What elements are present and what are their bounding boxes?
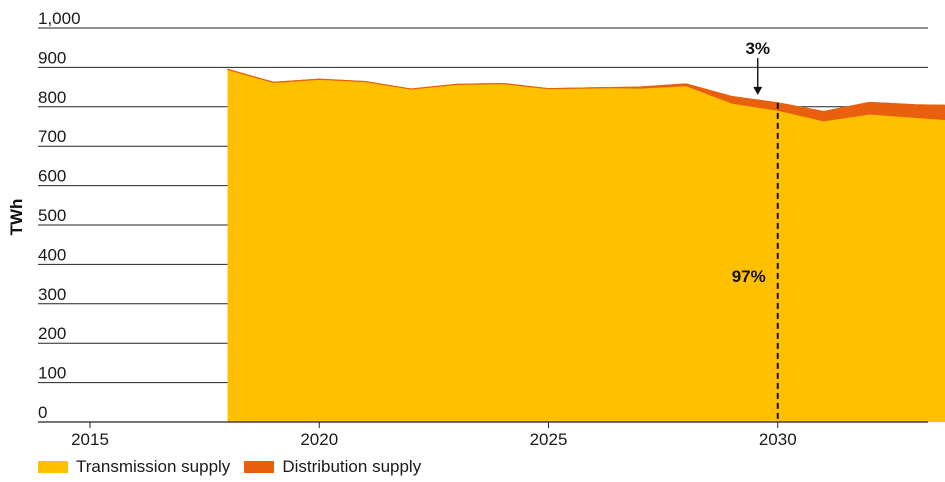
legend-item-transmission: Transmission supply — [38, 457, 230, 477]
y-tick-label-0: 0 — [38, 403, 47, 422]
y-tick-label-700: 700 — [38, 127, 66, 146]
area-transmission-supply — [227, 69, 945, 422]
axes: 0 100 200 300 400 500 600 700 800 900 1,000 2015 202… — [38, 9, 928, 449]
y-tick-label-500: 500 — [38, 206, 66, 225]
y-axis-label: TWh — [7, 199, 26, 236]
area-top-edge — [227, 68, 945, 113]
legend-swatch-transmission — [38, 461, 68, 473]
y-tick-label-900: 900 — [38, 48, 66, 67]
legend-label-transmission: Transmission supply — [76, 457, 231, 476]
y-tick-label-600: 600 — [38, 167, 66, 186]
legend: Transmission supply Distribution supply — [38, 457, 435, 477]
y-tick-label-1000: 1,000 — [38, 9, 81, 28]
y-tick-label-800: 800 — [38, 88, 66, 107]
x-tick-label-2015: 2015 — [71, 430, 109, 449]
annotations: 3%97%3%97% — [732, 39, 779, 422]
y-tick-label-400: 400 — [38, 245, 66, 264]
x-tick-label-2020: 2020 — [300, 430, 338, 449]
legend-swatch-distribution — [244, 461, 275, 473]
annotation-bottom-label-2030: 97% — [732, 267, 766, 286]
y-tick-label-200: 200 — [38, 324, 66, 343]
x-tick-label-2025: 2025 — [530, 430, 568, 449]
legend-label-distribution: Distribution supply — [282, 457, 422, 476]
annotation-top-label-2030: 3% — [745, 39, 770, 58]
y-tick-label-100: 100 — [38, 364, 66, 383]
x-tick-label-2030: 2030 — [759, 430, 797, 449]
legend-item-distribution: Distribution supply — [244, 457, 421, 477]
arrow-head-2030 — [753, 86, 763, 95]
area-series — [226, 68, 945, 422]
y-tick-label-300: 300 — [38, 285, 66, 304]
